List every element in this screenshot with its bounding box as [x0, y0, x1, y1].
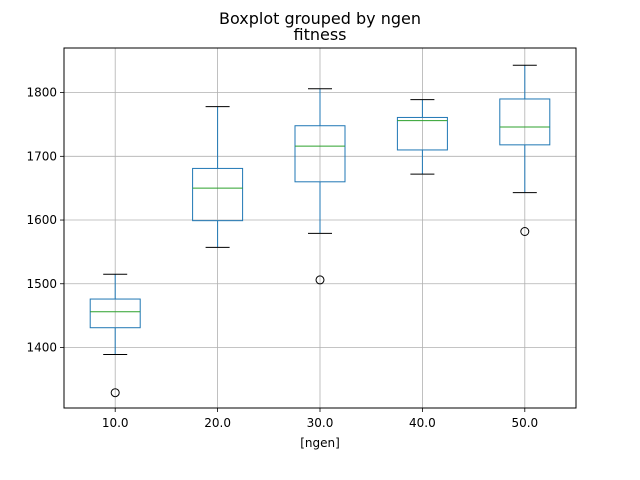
box-group [294, 88, 346, 285]
box-layer [89, 64, 551, 398]
y-tick-label: 1500 [26, 277, 57, 291]
iqr-box [89, 298, 141, 329]
y-tick-label: 1600 [26, 213, 57, 227]
y-axis: 1400 1500 1600 1700 1800 [26, 86, 64, 354]
box-group [89, 273, 141, 398]
outlier-point [315, 275, 325, 285]
iqr-box [294, 125, 346, 183]
x-tick-label: 20.0 [204, 416, 231, 430]
x-tick-label: 50.0 [511, 416, 538, 430]
box-group [192, 106, 244, 248]
x-tick-label: 40.0 [409, 416, 436, 430]
y-tick-label: 1700 [26, 149, 57, 163]
outlier-point [520, 227, 530, 237]
y-tick-label: 1400 [26, 340, 57, 354]
x-axis-label: [ngen] [300, 436, 340, 450]
x-tick-label: 30.0 [307, 416, 334, 430]
axes-title: fitness [293, 25, 346, 44]
figure-suptitle: Boxplot grouped by ngen [219, 9, 421, 28]
iqr-box [499, 98, 551, 146]
x-axis: 10.0 20.0 30.0 40.0 50.0 [102, 408, 538, 430]
y-tick-label: 1800 [26, 86, 57, 100]
x-tick-label: 10.0 [102, 416, 129, 430]
iqr-box [396, 116, 448, 151]
box-group [499, 64, 551, 237]
box-group [396, 99, 448, 175]
iqr-box [192, 167, 244, 222]
outlier-point [110, 388, 120, 398]
